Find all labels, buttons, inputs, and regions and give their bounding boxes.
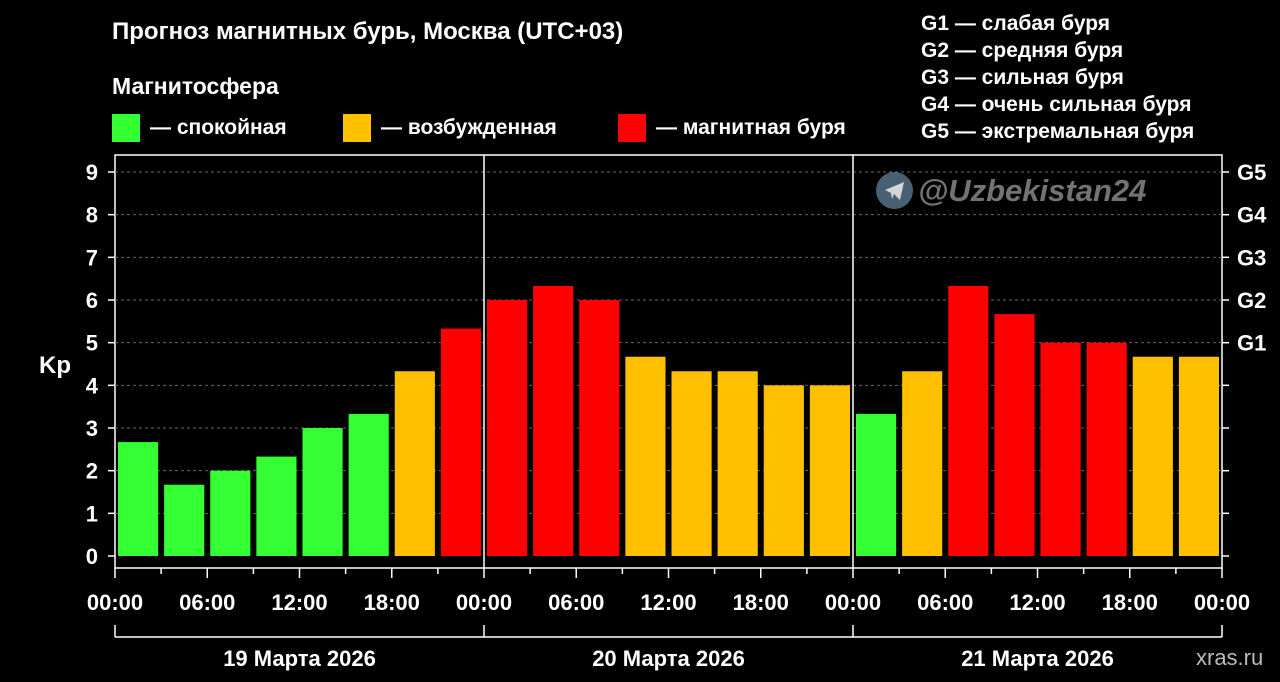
x-tick-label: 06:00 bbox=[917, 590, 973, 615]
g-legend-g2: G2 — средняя буря bbox=[921, 39, 1124, 62]
kp-bar bbox=[1040, 342, 1081, 556]
x-tick-label: 06:00 bbox=[548, 590, 604, 615]
kp-bar bbox=[348, 413, 389, 556]
legend-swatch-active bbox=[343, 114, 371, 142]
kp-bar bbox=[809, 385, 850, 556]
x-tick-label: 00:00 bbox=[87, 590, 143, 615]
kp-bar bbox=[1132, 356, 1173, 556]
day-label: 19 Марта 2026 bbox=[223, 646, 376, 671]
y-tick-label: 6 bbox=[86, 288, 98, 313]
kp-bar bbox=[1086, 342, 1127, 556]
kp-bar bbox=[440, 328, 481, 556]
legend-item-quiet: — спокойная bbox=[112, 113, 287, 143]
telegram-icon bbox=[876, 172, 913, 209]
kp-bar bbox=[763, 385, 804, 556]
legend-title: Магнитосфера bbox=[112, 73, 279, 99]
watermark-text: @Uzbekistan24 bbox=[918, 172, 1147, 208]
y-tick-label: 4 bbox=[86, 373, 99, 398]
day-label: 20 Марта 2026 bbox=[592, 646, 745, 671]
g-scale-label: G2 bbox=[1237, 288, 1266, 313]
g-scale-label: G5 bbox=[1237, 160, 1266, 185]
legend-label-active: — возбужденная bbox=[381, 116, 557, 139]
kp-bar bbox=[856, 413, 897, 556]
y-tick-label: 3 bbox=[86, 416, 98, 441]
y-tick-label: 8 bbox=[86, 203, 98, 228]
y-axis-label: Kp bbox=[39, 352, 71, 379]
day-label: 21 Марта 2026 bbox=[961, 646, 1114, 671]
kp-bar bbox=[902, 371, 943, 556]
legend-item-active: — возбужденная bbox=[343, 113, 557, 143]
legend-label-storm: — магнитная буря bbox=[656, 116, 846, 139]
g-legend-g5: G5 — экстремальная буря bbox=[921, 120, 1195, 143]
kp-bar bbox=[1178, 356, 1219, 556]
y-tick-label: 0 bbox=[86, 544, 98, 569]
kp-bar bbox=[533, 285, 574, 556]
g-legend-g4: G4 — очень сильная буря bbox=[921, 93, 1192, 116]
kp-bar bbox=[625, 356, 666, 556]
x-tick-label: 18:00 bbox=[1102, 590, 1158, 615]
x-tick-label: 00:00 bbox=[456, 590, 512, 615]
kp-bar bbox=[717, 371, 758, 556]
legend-swatch-storm bbox=[618, 114, 646, 142]
kp-bar bbox=[210, 470, 251, 556]
g-scale-label: G3 bbox=[1237, 245, 1266, 270]
kp-bar bbox=[579, 300, 620, 556]
y-tick-label: 5 bbox=[86, 331, 98, 356]
x-tick-label: 12:00 bbox=[271, 590, 327, 615]
legend-label-quiet: — спокойная bbox=[150, 116, 287, 139]
source-label: xras.ru bbox=[1196, 645, 1264, 670]
kp-bar bbox=[256, 456, 297, 556]
x-tick-label: 12:00 bbox=[640, 590, 696, 615]
legend-swatch-quiet bbox=[112, 114, 140, 142]
x-tick-label: 12:00 bbox=[1009, 590, 1065, 615]
y-tick-label: 7 bbox=[86, 245, 98, 270]
y-tick-label: 2 bbox=[86, 459, 98, 484]
g-legend-g1: G1 — слабая буря bbox=[921, 12, 1111, 35]
kp-bar bbox=[671, 371, 712, 556]
x-tick-label: 00:00 bbox=[825, 590, 881, 615]
kp-bar bbox=[164, 484, 205, 556]
kp-bar bbox=[948, 285, 989, 556]
kp-bar bbox=[118, 442, 159, 556]
kp-bar bbox=[394, 371, 435, 556]
g-legend-g3: G3 — сильная буря bbox=[921, 66, 1124, 89]
y-tick-label: 9 bbox=[86, 160, 98, 185]
y-tick-label: 1 bbox=[86, 501, 98, 526]
chart-title: Прогноз магнитных бурь, Москва (UTC+03) bbox=[112, 18, 624, 45]
kp-bar bbox=[487, 300, 528, 556]
kp-bar bbox=[302, 428, 343, 556]
g-scale-label: G1 bbox=[1237, 331, 1266, 356]
kp-bar bbox=[994, 314, 1035, 556]
legend-item-storm: — магнитная буря bbox=[618, 113, 846, 143]
x-tick-label: 18:00 bbox=[364, 590, 420, 615]
x-tick-label: 18:00 bbox=[733, 590, 789, 615]
x-tick-label: 06:00 bbox=[179, 590, 235, 615]
x-tick-label: 00:00 bbox=[1194, 590, 1250, 615]
g-scale-label: G4 bbox=[1237, 203, 1267, 228]
watermark: @Uzbekistan24 bbox=[876, 172, 1146, 209]
